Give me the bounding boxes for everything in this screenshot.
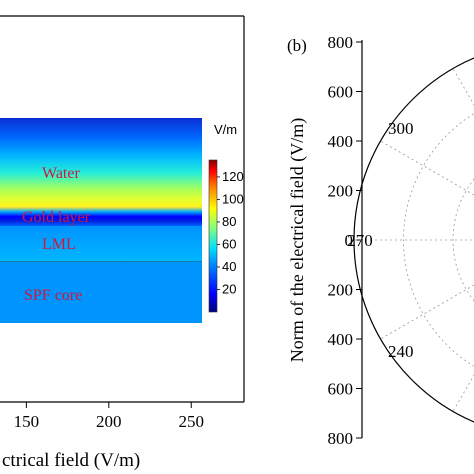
radial-tick-label: 200 [328, 182, 354, 201]
gold-layer-region [0, 207, 202, 226]
angle-label-270: 270 [347, 231, 373, 250]
polar-outer-circle [353, 57, 474, 423]
lml-region [0, 226, 202, 262]
colorbar-tick-label: 100 [222, 191, 244, 206]
x-tick-label: 150 [14, 412, 40, 431]
radial-tick-label: 400 [328, 330, 354, 349]
y-axis-label: Norm of the electrical field (V/m) [287, 118, 308, 362]
colorbar-tick-label: 40 [222, 259, 236, 274]
polar-grid-circle [403, 113, 474, 367]
x-axis-ticks: 150 200 250 [14, 402, 204, 431]
colorbar [208, 159, 218, 313]
spf-core-region [0, 262, 202, 323]
colorbar-tick-label: 60 [222, 236, 236, 251]
x-axis-label: ctrical field (V/m) [2, 450, 140, 471]
region-label-gold-layer: Gold layer [22, 209, 91, 226]
colorbar-ticks: 20 40 60 80 100 120 [217, 169, 244, 296]
region-label-water: Water [42, 165, 80, 182]
panel-label-b: (b) [287, 36, 307, 55]
polar-panel: (b) Norm of the electrical field (V/m) 8… [287, 33, 474, 448]
region-label-lml: LML [42, 236, 76, 253]
radial-tick-label: 600 [328, 380, 354, 399]
polar-grid-circle [452, 178, 474, 302]
polar-grid-spoke [452, 374, 474, 412]
colorbar-tick-label: 20 [222, 281, 236, 296]
polar-grid-spoke [380, 140, 474, 196]
radial-tick-label: 200 [328, 281, 354, 300]
polar-grid [354, 68, 474, 412]
colorbar-tick-label: 120 [222, 169, 244, 184]
radial-tick-label: 400 [328, 132, 354, 151]
polar-grid-spoke [380, 284, 474, 340]
water-region [0, 118, 202, 207]
angle-label-240: 240 [388, 342, 414, 361]
colorbar-unit: V/m [214, 122, 237, 137]
radial-tick-label: 0 [345, 231, 354, 250]
radial-axis-ticks: 800 600 400 200 0 200 400 600 800 [328, 33, 362, 448]
x-tick-label: 250 [178, 412, 204, 431]
heatmap-panel: Water Gold layer LML SPF core V/m 20 40 60… [0, 15, 245, 471]
radial-tick-label: 600 [328, 83, 354, 102]
angle-label-300: 300 [388, 119, 414, 138]
x-tick-label: 200 [96, 412, 122, 431]
polar-grid-spoke [452, 68, 474, 106]
radial-tick-label: 800 [328, 33, 354, 52]
region-label-spf-core: SPF core [24, 287, 82, 304]
colorbar-tick-label: 80 [222, 214, 236, 229]
radial-tick-label: 800 [328, 429, 354, 448]
